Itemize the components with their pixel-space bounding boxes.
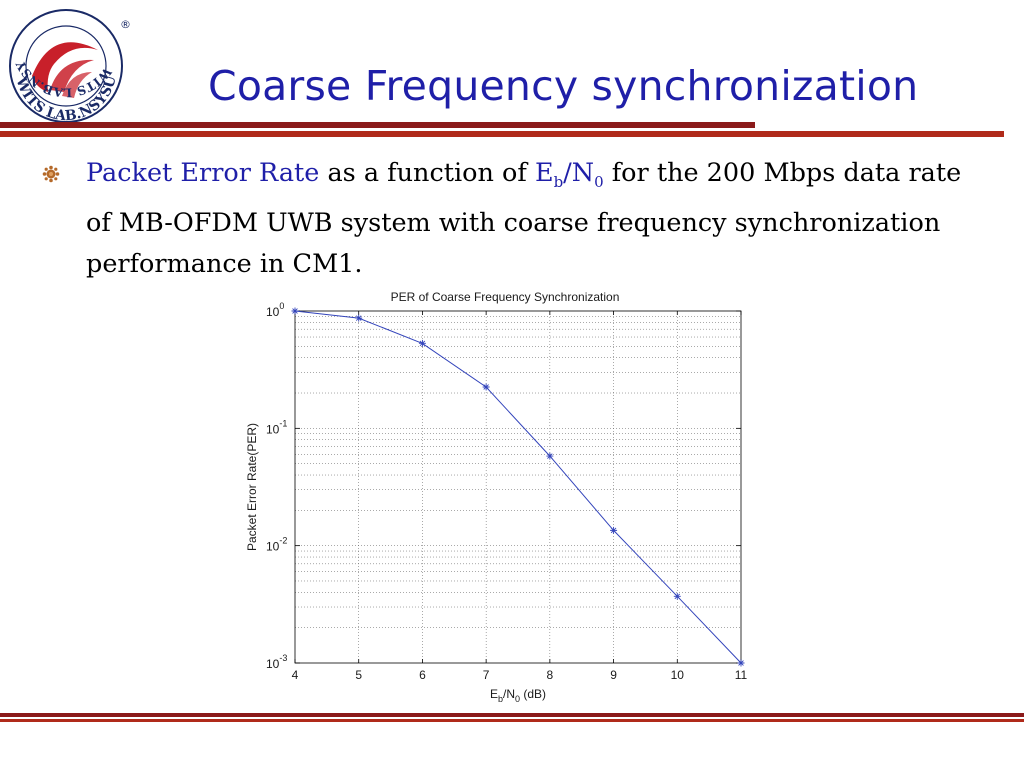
x-tick-label: 9: [610, 668, 617, 682]
axis-ticks: 4 5 6 7 8 9 10 11 100 10-1 10-2 10-3: [266, 301, 748, 682]
per-series-line: [294, 310, 742, 664]
per-chart: PER of Coarse Frequency Synchronization …: [245, 290, 748, 704]
data-point-marker: [418, 339, 426, 347]
per-series-markers: [291, 307, 745, 667]
data-point-marker: [546, 452, 554, 460]
x-axis-label: Eb/N0 (dB): [490, 687, 546, 704]
registered-mark: ®: [120, 18, 130, 31]
data-point-marker: [482, 383, 490, 391]
y-tick-label: 10-2: [266, 536, 287, 554]
bullet-mark-icon: [42, 165, 60, 183]
text-after: for the 200 Mbps data rate of MB-OFDM UW…: [86, 158, 962, 280]
y-tick-label: 10-1: [266, 418, 287, 436]
data-point-marker: [610, 526, 618, 534]
title-rule-lower: [0, 131, 1004, 137]
x-tick-label: 6: [419, 668, 426, 682]
slash: /: [563, 158, 572, 188]
y-axis-label: Packet Error Rate(PER): [245, 423, 259, 551]
y-tick-label: 100: [266, 301, 284, 319]
y-tick-label: 10-3: [266, 653, 287, 671]
x-tick-label: 4: [292, 668, 299, 682]
title-rule-upper: [0, 122, 755, 128]
grid: [295, 311, 741, 663]
slide-title: Coarse Frequency synchronization: [208, 62, 919, 110]
x-tick-label: 5: [355, 668, 362, 682]
footer-rule-upper: [0, 713, 1024, 717]
x-tick-label: 7: [483, 668, 490, 682]
data-point-marker: [355, 314, 363, 322]
wits-lab-seal-icon: WITS LAB.NSYSU WITS LAB.NSYSU ®: [9, 9, 130, 124]
data-point-marker: [291, 307, 299, 315]
n0-sub: 0: [594, 173, 604, 192]
text-before: as a function of: [319, 158, 535, 188]
eb-symbol: Eb/N0: [534, 158, 604, 192]
x-tick-label: 11: [735, 668, 748, 682]
eb-sub: b: [553, 173, 564, 192]
x-tick-label: 8: [547, 668, 554, 682]
data-point-marker: [737, 659, 745, 667]
eb-base: E: [534, 158, 554, 188]
footer-rule-lower: [0, 719, 1024, 722]
plot-frame: [294, 310, 742, 664]
x-tick-label: 10: [671, 668, 685, 682]
n0-base: N: [571, 158, 595, 188]
highlight-phrase: Packet Error Rate: [86, 158, 320, 188]
bullet-text: Packet Error Rate as a function of Eb/N0…: [86, 153, 966, 285]
chart-title: PER of Coarse Frequency Synchronization: [391, 290, 620, 304]
data-point-marker: [673, 592, 681, 600]
